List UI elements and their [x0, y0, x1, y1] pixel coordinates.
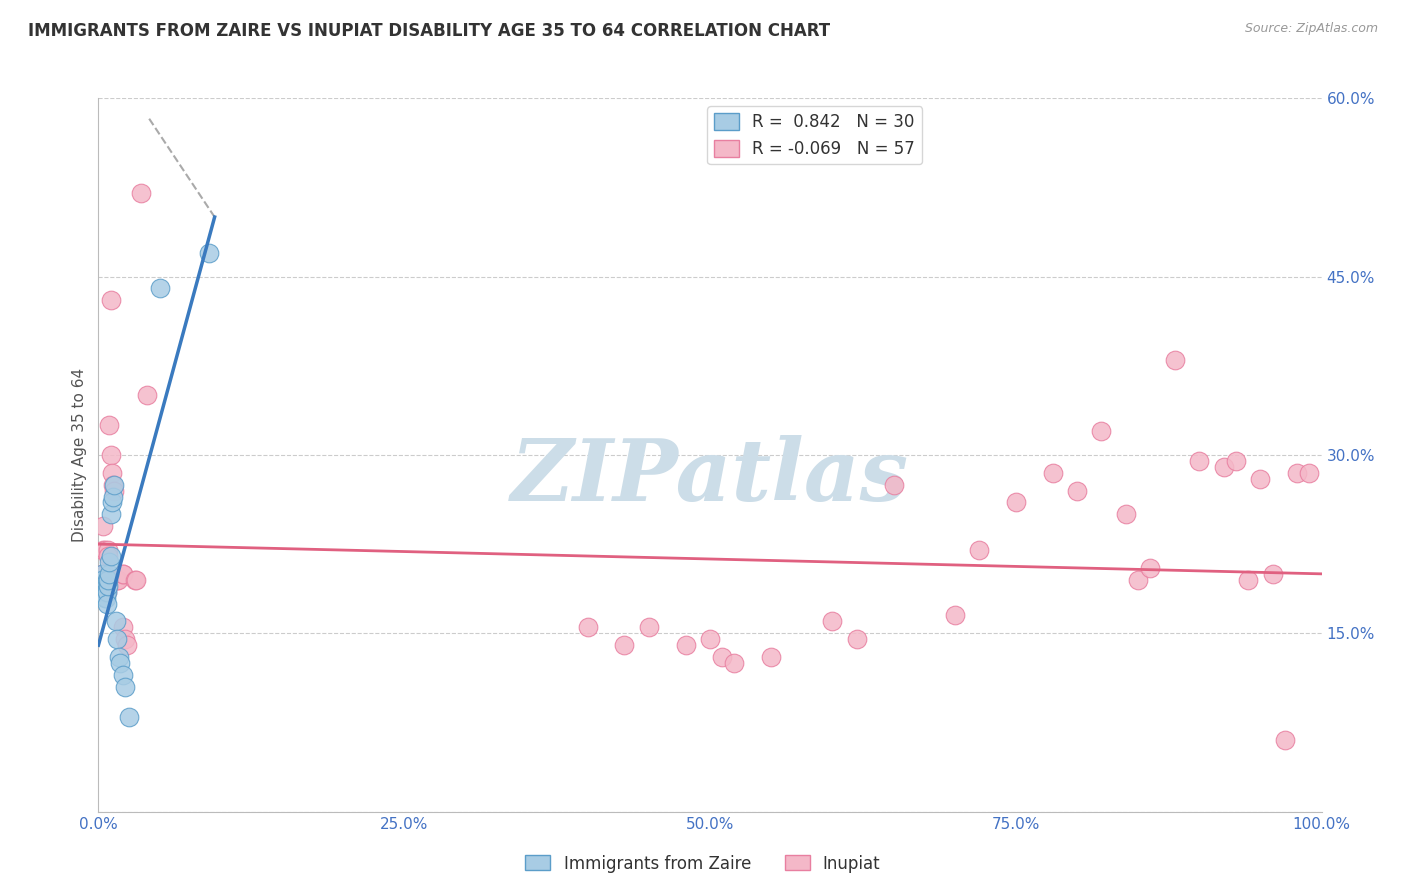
Point — [111, 566, 134, 581]
Point — [1249, 472, 1271, 486]
Point — [136, 388, 159, 402]
Point — [100, 549, 122, 563]
Y-axis label: Disability Age 35 to 64: Disability Age 35 to 64 — [72, 368, 87, 542]
Point — [115, 638, 138, 652]
Point — [111, 566, 134, 581]
Point — [114, 680, 136, 694]
Point — [97, 549, 120, 563]
Point — [101, 466, 124, 480]
Point — [699, 632, 721, 647]
Point — [100, 448, 122, 462]
Point — [1066, 483, 1088, 498]
Point — [107, 573, 129, 587]
Point — [91, 579, 114, 593]
Point — [967, 543, 990, 558]
Legend: Immigrants from Zaire, Inupiat: Immigrants from Zaire, Inupiat — [519, 848, 887, 880]
Point — [197, 245, 219, 260]
Point — [93, 579, 115, 593]
Text: Source: ZipAtlas.com: Source: ZipAtlas.com — [1244, 22, 1378, 36]
Point — [124, 573, 146, 587]
Point — [97, 543, 120, 558]
Point — [101, 477, 124, 491]
Point — [96, 597, 118, 611]
Point — [97, 573, 120, 587]
Point — [94, 584, 117, 599]
Point — [1128, 573, 1150, 587]
Point — [93, 566, 115, 581]
Point — [110, 656, 132, 670]
Point — [98, 418, 121, 433]
Point — [1115, 508, 1137, 522]
Point — [100, 508, 122, 522]
Point — [1261, 566, 1284, 581]
Point — [1139, 561, 1161, 575]
Point — [108, 650, 131, 665]
Point — [883, 477, 905, 491]
Point — [1164, 352, 1187, 367]
Point — [1212, 459, 1234, 474]
Point — [101, 490, 124, 504]
Point — [637, 620, 661, 634]
Point — [1274, 733, 1296, 747]
Point — [1225, 454, 1247, 468]
Point — [93, 591, 115, 605]
Point — [91, 519, 114, 533]
Point — [91, 566, 114, 581]
Point — [118, 709, 141, 723]
Point — [761, 650, 783, 665]
Point — [91, 543, 114, 558]
Point — [103, 483, 125, 498]
Point — [1298, 466, 1320, 480]
Point — [94, 591, 117, 605]
Point — [91, 573, 114, 587]
Point — [96, 584, 118, 599]
Point — [114, 632, 136, 647]
Point — [94, 579, 117, 593]
Point — [94, 584, 117, 599]
Point — [111, 668, 134, 682]
Point — [111, 620, 134, 634]
Point — [845, 632, 868, 647]
Point — [576, 620, 599, 634]
Point — [97, 579, 120, 593]
Point — [723, 656, 745, 670]
Point — [943, 608, 966, 623]
Point — [1042, 466, 1064, 480]
Point — [104, 573, 127, 587]
Point — [149, 281, 172, 295]
Point — [129, 186, 152, 201]
Point — [105, 632, 128, 647]
Point — [1237, 573, 1260, 587]
Point — [91, 566, 114, 581]
Point — [101, 495, 124, 509]
Point — [98, 555, 121, 569]
Point — [125, 573, 148, 587]
Point — [91, 584, 114, 599]
Point — [103, 477, 125, 491]
Point — [93, 584, 115, 599]
Point — [711, 650, 734, 665]
Point — [1188, 454, 1211, 468]
Point — [1004, 495, 1026, 509]
Point — [821, 615, 844, 629]
Point — [98, 566, 121, 581]
Point — [613, 638, 636, 652]
Point — [1286, 466, 1309, 480]
Point — [96, 573, 118, 587]
Point — [93, 543, 115, 558]
Point — [96, 573, 118, 587]
Legend: R =  0.842   N = 30, R = -0.069   N = 57: R = 0.842 N = 30, R = -0.069 N = 57 — [707, 106, 922, 164]
Point — [104, 615, 127, 629]
Point — [675, 638, 697, 652]
Point — [96, 584, 118, 599]
Point — [100, 293, 122, 308]
Text: IMMIGRANTS FROM ZAIRE VS INUPIAT DISABILITY AGE 35 TO 64 CORRELATION CHART: IMMIGRANTS FROM ZAIRE VS INUPIAT DISABIL… — [28, 22, 831, 40]
Point — [105, 573, 128, 587]
Point — [1090, 424, 1112, 438]
Text: ZIPatlas: ZIPatlas — [510, 434, 910, 518]
